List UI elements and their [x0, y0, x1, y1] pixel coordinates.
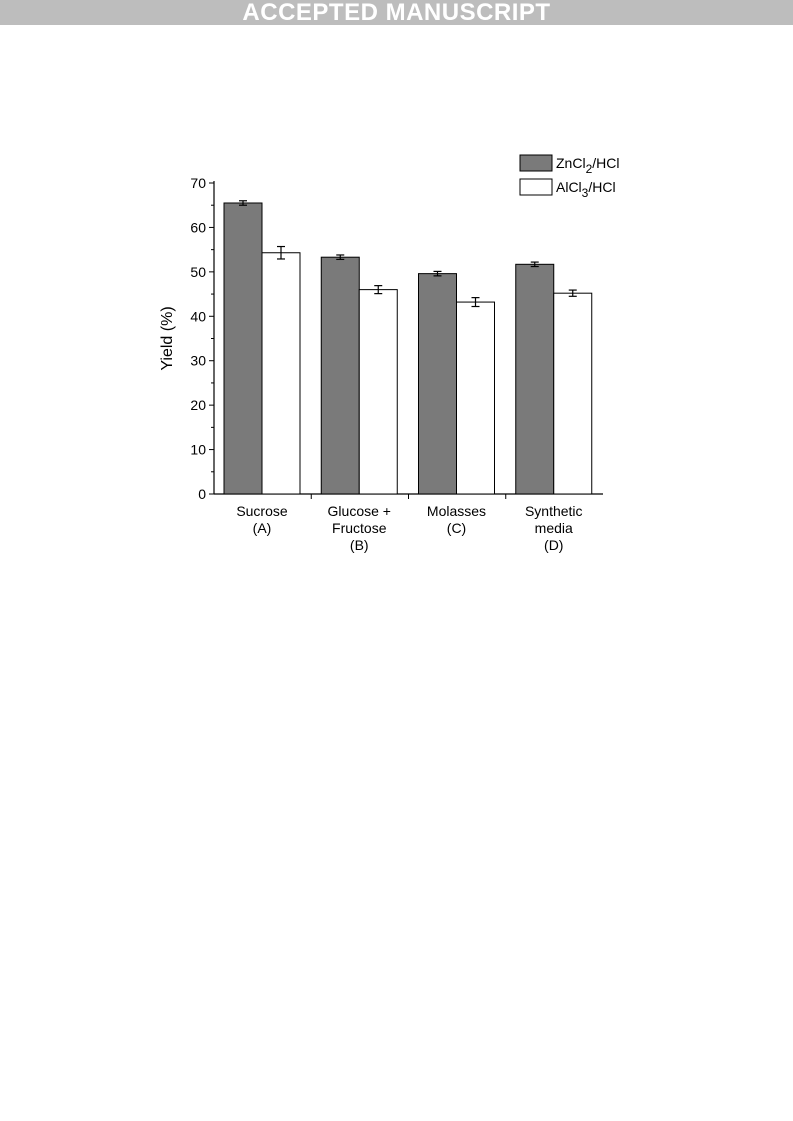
- bar-alcl3: [358, 289, 398, 495]
- bar-zncl2: [515, 263, 555, 495]
- bar-alcl3: [261, 252, 301, 495]
- y-tick-label: 10: [190, 442, 206, 458]
- accepted-manuscript-banner: ACCEPTED MANUSCRIPT: [0, 0, 793, 26]
- y-tick-label: 40: [190, 308, 206, 324]
- x-tick-label: Synthetic media (D): [525, 503, 583, 553]
- legend-label: ZnCl2/HCl: [556, 155, 619, 176]
- bar-alcl3: [553, 292, 593, 495]
- y-tick-label: 50: [190, 264, 206, 280]
- legend-label: AlCl3/HCl: [556, 179, 616, 200]
- x-tick-label: Molasses (C): [427, 503, 486, 536]
- y-tick-label: 70: [190, 175, 206, 191]
- y-tick-label: 60: [190, 219, 206, 235]
- bar-zncl2: [320, 256, 360, 495]
- x-tick-label: Glucose + Fructose (B): [328, 503, 391, 553]
- y-axis-label: Yield (%): [159, 306, 176, 370]
- bar-zncl2: [223, 202, 263, 495]
- x-tick-label: Sucrose (A): [236, 503, 288, 536]
- legend-swatch-zncl2: [519, 154, 553, 172]
- y-tick-label: 20: [190, 397, 206, 413]
- y-tick-label: 30: [190, 353, 206, 369]
- y-tick-label: 0: [198, 486, 206, 502]
- bar-alcl3: [456, 301, 495, 495]
- bar-zncl2: [418, 273, 457, 495]
- legend-swatch-alcl3: [519, 178, 553, 196]
